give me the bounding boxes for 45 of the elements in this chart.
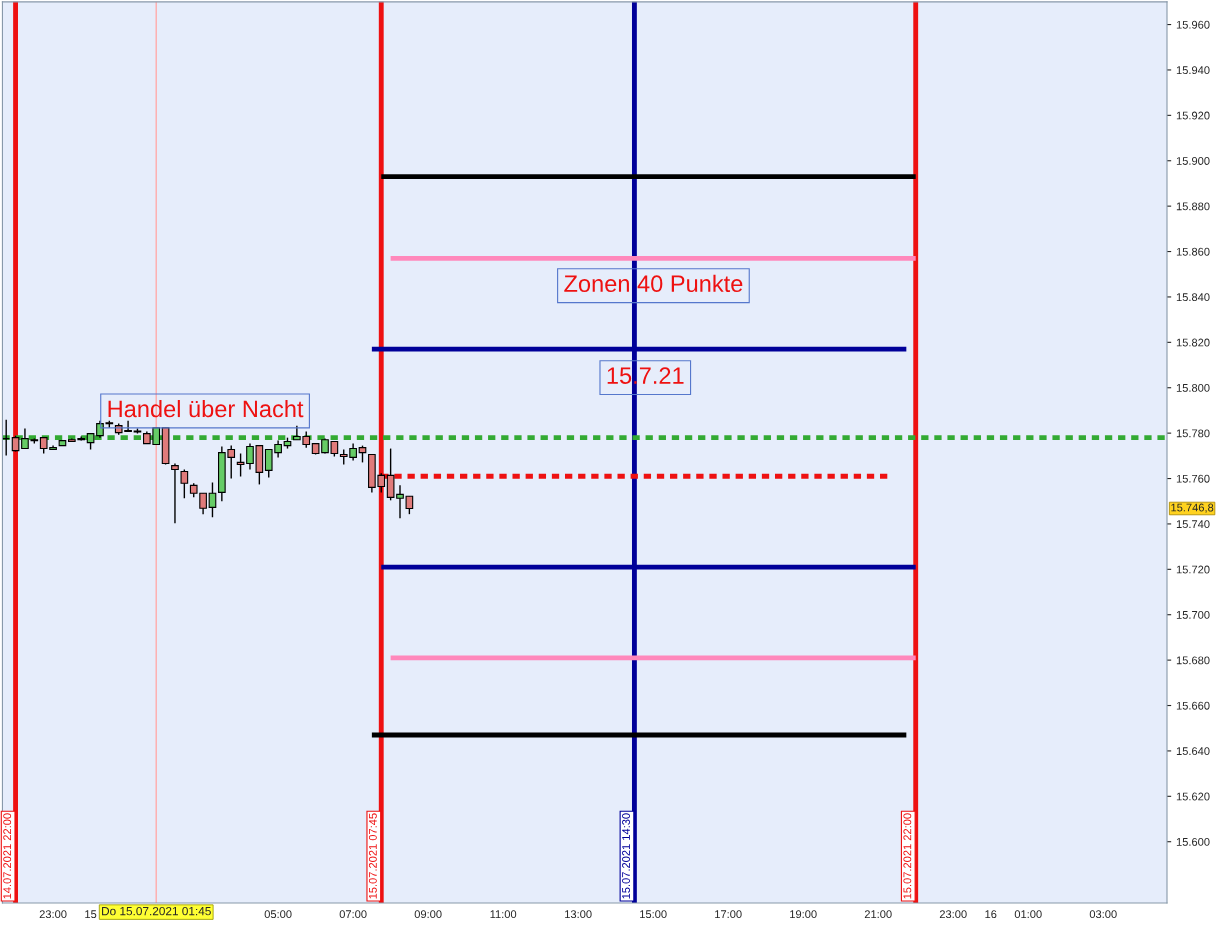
y-tick-label: 15.780 [1176,429,1210,438]
x-tick-label: 17:00 [715,910,742,919]
x-tick-label: 15:00 [640,910,667,919]
y-tick-label: 15.840 [1176,293,1210,302]
ref-line-label: 15.07.2021 14:30 [622,813,630,899]
y-tick-label: 15.620 [1176,792,1210,801]
y-tick-label: 15.700 [1176,610,1210,619]
y-tick-label: 15.800 [1176,384,1210,392]
x-tick-label: 11:00 [490,910,517,919]
y-tick-label: 15.740 [1176,520,1210,529]
x-tick-label: 01:00 [1014,910,1042,919]
y-tick-label: 15.900 [1176,157,1210,165]
y-tick-label: 15.960 [1176,20,1210,29]
candlestick [171,462,179,524]
x-tick-label: 03:00 [1089,910,1117,919]
candlestick [208,481,217,519]
ref-line-label: 14.07.2021 22:00 [3,813,12,899]
y-tick-label: 15.820 [1176,338,1210,347]
y-tick-label: 15.920 [1176,111,1210,120]
annotation: Zonen 40 Punkte [564,274,743,293]
ref-line-label: 15.07.2021 07:45 [368,813,377,899]
y-tick-label: 15.760 [1176,474,1210,483]
y-tick-label: 15.660 [1176,701,1210,710]
x-tick-label: 19:00 [790,910,817,919]
text: 15.746,8 [1171,503,1214,513]
y-tick-label: 15.940 [1176,66,1210,75]
y-tick-label: 15.600 [1176,837,1210,846]
ref-line-label: 15.07.2021 22:00 [903,813,912,899]
ref-line-label: Do 15.07.2021 01:45 [102,906,211,916]
x-tick-label: 09:00 [414,910,442,919]
annotation: Handel über Nacht [108,399,304,418]
x-tick-label: 21:00 [864,910,892,919]
y-tick-label: 15.860 [1176,247,1210,256]
x-tick-label: 05:00 [264,910,292,919]
x-tick-label: 13:00 [565,910,592,919]
x-tick-label: 23:00 [939,910,967,919]
x-tick-label: 23:00 [39,910,67,919]
y-tick-label: 15.680 [1176,656,1210,665]
candlestick [180,468,189,499]
x-tick-label: 16 [985,910,997,919]
y-tick-label: 15.720 [1176,565,1210,574]
y-tick-label: 15.880 [1176,202,1210,211]
x-tick-label: 15 [85,910,97,919]
y-tick-label: 15.640 [1176,747,1210,756]
x-tick-label: 07:00 [339,910,367,919]
